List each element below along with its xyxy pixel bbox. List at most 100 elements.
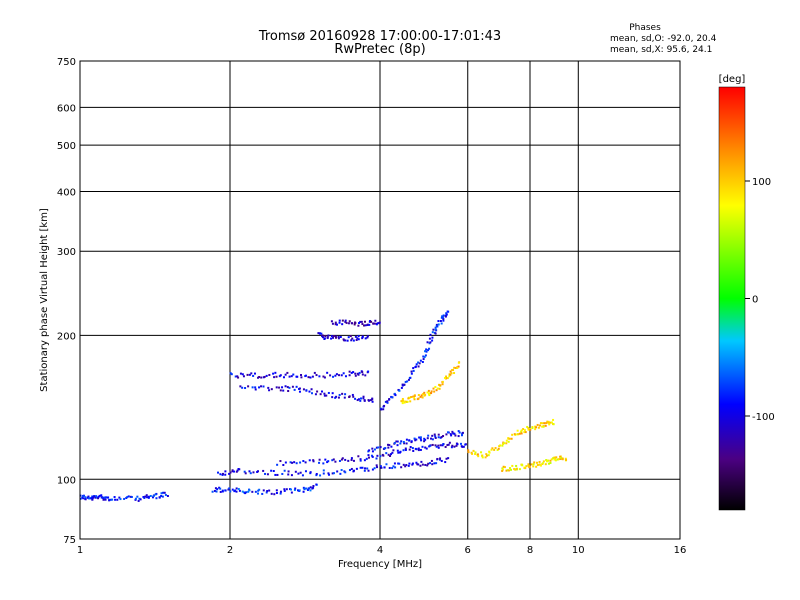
data-point	[366, 323, 369, 326]
data-point	[378, 321, 381, 324]
data-point	[388, 466, 391, 469]
data-point	[375, 446, 378, 449]
data-point	[107, 496, 110, 499]
data-point	[244, 472, 247, 475]
colorbar-ticks: 100 0 -100	[745, 177, 775, 423]
data-point	[238, 489, 241, 492]
data-point	[433, 390, 436, 393]
data-point	[283, 489, 286, 492]
data-point	[510, 437, 513, 440]
data-point	[119, 498, 122, 501]
data-point	[254, 388, 257, 391]
data-point	[523, 431, 526, 434]
data-point	[548, 423, 551, 426]
data-point	[260, 385, 263, 388]
data-point	[295, 462, 298, 465]
data-point	[331, 336, 334, 339]
data-point	[348, 370, 351, 373]
data-point	[419, 359, 422, 362]
data-point	[361, 323, 364, 326]
data-point	[438, 458, 441, 461]
data-point	[371, 397, 374, 400]
data-point	[399, 442, 402, 445]
data-point	[447, 310, 450, 313]
data-point	[423, 391, 426, 394]
y-axis-label: Stationary phase Virtual Height [km]	[39, 208, 50, 392]
data-point	[357, 398, 360, 401]
data-point	[308, 459, 311, 462]
data-point	[163, 491, 166, 494]
data-point	[530, 463, 533, 466]
data-point	[406, 380, 409, 383]
data-point	[383, 404, 386, 407]
data-point	[357, 324, 360, 327]
data-point	[403, 442, 406, 445]
data-point	[342, 372, 345, 375]
y-tick-label: 600	[57, 103, 76, 114]
data-point	[219, 473, 222, 476]
data-point	[374, 319, 377, 322]
data-point	[241, 373, 244, 376]
data-point	[332, 458, 335, 461]
data-point	[331, 392, 334, 395]
data-point	[155, 497, 158, 500]
data-point	[456, 367, 459, 370]
data-point	[154, 493, 157, 496]
data-point	[442, 443, 445, 446]
data-point	[456, 443, 459, 446]
data-point	[348, 469, 351, 472]
data-point	[237, 488, 240, 491]
data-point	[518, 432, 521, 435]
data-point	[427, 462, 430, 465]
data-point	[300, 373, 303, 376]
data-point	[216, 488, 219, 491]
data-point	[382, 408, 385, 411]
data-point	[312, 459, 315, 462]
data-point	[258, 386, 261, 389]
data-point	[324, 335, 327, 338]
data-point	[403, 383, 406, 386]
data-point	[564, 457, 567, 460]
data-point	[330, 335, 333, 338]
data-point	[345, 321, 348, 324]
data-point	[539, 422, 542, 425]
data-point	[507, 440, 510, 443]
data-point	[344, 319, 347, 322]
data-point	[557, 458, 560, 461]
data-point	[525, 465, 528, 468]
data-point	[244, 492, 247, 495]
data-point	[532, 463, 535, 466]
data-point	[278, 386, 281, 389]
data-point	[349, 335, 352, 338]
data-point	[235, 487, 238, 490]
data-point	[139, 498, 142, 501]
data-point	[497, 447, 500, 450]
data-point	[531, 427, 534, 430]
data-point	[513, 468, 516, 471]
data-point	[314, 393, 317, 396]
data-point	[123, 497, 126, 500]
data-point	[281, 386, 284, 389]
data-point	[421, 361, 424, 364]
data-point	[312, 485, 315, 488]
data-point	[410, 396, 413, 399]
data-point	[423, 394, 426, 397]
data-point	[299, 471, 302, 474]
data-point	[359, 466, 362, 469]
data-point	[287, 470, 290, 473]
data-point	[130, 495, 133, 498]
data-point	[228, 472, 231, 475]
data-point	[412, 369, 415, 372]
data-point	[437, 436, 440, 439]
data-point	[288, 375, 291, 378]
data-point	[344, 471, 347, 474]
data-point	[364, 374, 367, 377]
data-point	[369, 319, 372, 322]
data-point	[363, 469, 366, 472]
data-point	[337, 337, 340, 340]
data-point	[404, 448, 407, 451]
data-point	[273, 493, 276, 496]
data-point	[248, 470, 251, 473]
data-point	[446, 377, 449, 380]
data-point	[258, 488, 261, 491]
